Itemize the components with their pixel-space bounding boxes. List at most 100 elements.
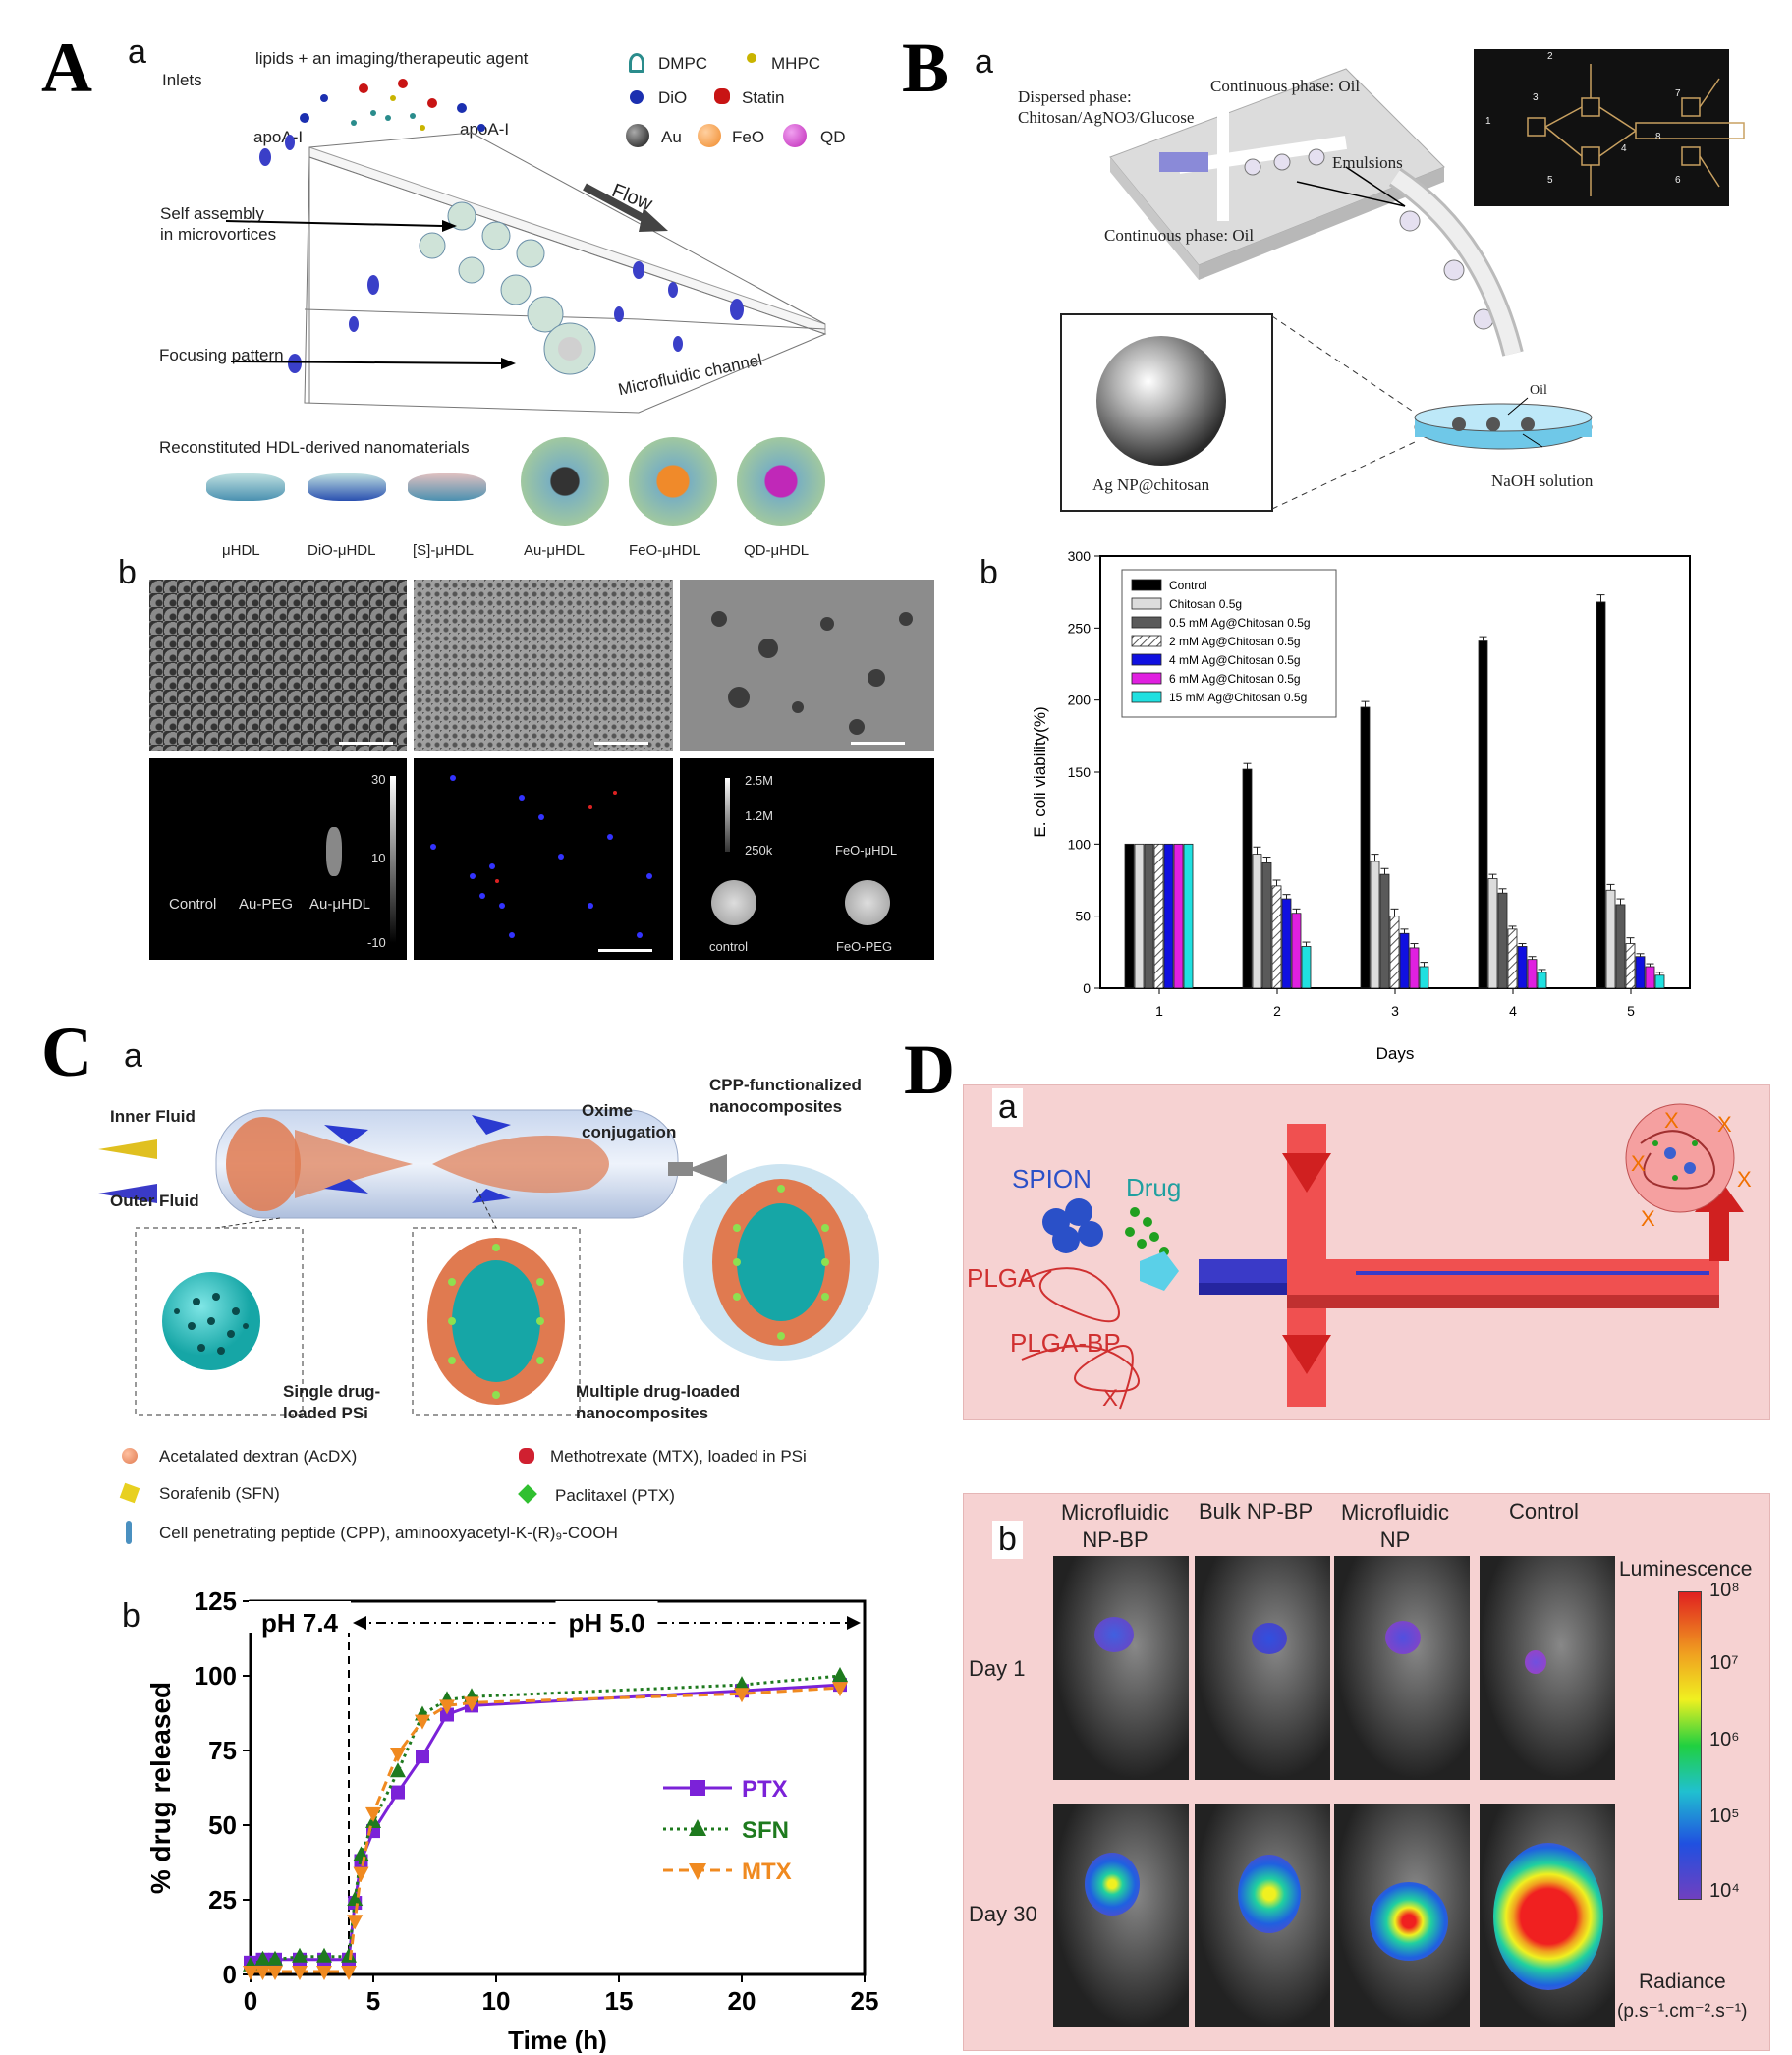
point-MTX-2 — [267, 1965, 283, 1980]
arrowhead-4 — [847, 1616, 861, 1630]
column-microfluidic-np: Microfluidic NP — [1341, 1500, 1450, 1552]
bar-2-3 — [1271, 885, 1282, 989]
bar-1-2 — [1144, 843, 1154, 989]
luminescence-colorbar — [1678, 1591, 1702, 1900]
x-tick-label-1: 1 — [1155, 1003, 1163, 1019]
x-tick-label-25: 25 — [851, 1986, 879, 2016]
legend-a-feo: FeO — [732, 128, 765, 146]
bar-1-5 — [1173, 843, 1184, 989]
dispersed-phase-label: Dispersed phase: Chitosan/AgNO3/Glucose — [1018, 87, 1195, 127]
mouse-day30-microfluidic-np-bp — [1053, 1804, 1189, 2027]
legend-label-SFN: SFN — [742, 1817, 789, 1844]
chip-number-2: 2 — [1547, 51, 1553, 62]
legend-label-1: Chitosan 0.5g — [1169, 597, 1242, 611]
point-MTX-14 — [832, 1682, 848, 1697]
sub-label-b-a: a — [975, 43, 993, 81]
mri-scale-25m: 2.5M — [745, 773, 773, 788]
legend-label-3: 2 mM Ag@Chitosan 0.5g — [1169, 635, 1301, 648]
bar-3-0 — [1360, 706, 1371, 989]
ct-label-au-uhdl: Au-μHDL — [309, 896, 370, 913]
chip-number-3: 3 — [1533, 92, 1539, 103]
focusing-label: Focusing pattern — [159, 346, 284, 364]
y-tick-label-25: 25 — [208, 1885, 237, 1915]
chip-number-6: 6 — [1675, 175, 1681, 186]
scale-tick-1e5: 10⁵ — [1709, 1805, 1740, 1827]
disc-dio-uhdl — [308, 473, 386, 501]
ph50-bg — [555, 1601, 658, 1633]
point-MTX-0 — [243, 1965, 258, 1980]
x-tick-label-5: 5 — [1627, 1003, 1635, 1019]
legend-swatch-4 — [1131, 653, 1162, 666]
droplet-chip-diagram — [1060, 49, 1745, 512]
y-tick-label-75: 75 — [208, 1736, 237, 1765]
ptx-icon — [518, 1484, 537, 1504]
bar-1-6 — [1183, 843, 1194, 989]
ct-label-control: Control — [169, 896, 217, 913]
mouse-day1-bulk-np-bp — [1195, 1556, 1330, 1780]
sub-label-c-a: a — [124, 1037, 142, 1075]
signal-spot — [1370, 1882, 1448, 1961]
legend-c-acdx: Acetalated dextran (AcDX) — [159, 1447, 358, 1466]
arrowhead-3 — [353, 1616, 366, 1630]
point-SFN-9 — [390, 1762, 406, 1778]
x-tick-label-4: 4 — [1509, 1003, 1517, 1019]
ct-colorbar — [390, 776, 396, 943]
bar-3-3 — [1389, 916, 1400, 989]
scale-tick-1e6: 10⁶ — [1709, 1729, 1740, 1750]
mhpc-icon — [747, 53, 756, 63]
naoh-label: NaOH solution — [1491, 472, 1594, 490]
disc-uhdl — [206, 473, 285, 501]
legend-c-cpp: Cell penetrating peptide (CPP), aminooxy… — [159, 1524, 618, 1542]
bar-4-0 — [1478, 640, 1488, 989]
legend-c-mtx: Methotrexate (MTX), loaded in PSi — [550, 1447, 807, 1466]
mouse-day30-microfluidic-np — [1334, 1804, 1470, 2027]
legend-label-5: 6 mM Ag@Chitosan 0.5g — [1169, 672, 1301, 686]
radiance-label: Radiance — [1639, 1971, 1726, 1993]
signal-spot — [1385, 1621, 1421, 1654]
x-tick-label-20: 20 — [728, 1986, 756, 2016]
sub-label-c-b: b — [122, 1597, 140, 1635]
x-marks: X X X X X — [1611, 1108, 1759, 1236]
fluorescence-image — [414, 758, 673, 960]
point-MTX-5 — [341, 1965, 357, 1980]
ph74-bg — [249, 1601, 351, 1633]
legend-label-2: 0.5 mM Ag@Chitosan 0.5g — [1169, 616, 1311, 630]
nanocomposite-diagram — [98, 1109, 879, 1416]
bar-2-2 — [1261, 861, 1272, 989]
continuous-bottom-label: Continuous phase: Oil — [1104, 226, 1255, 245]
drug-label: Drug — [1126, 1173, 1182, 1202]
sub-label-b-b: b — [980, 554, 998, 591]
y-axis-label: % drug released — [145, 1682, 176, 1894]
point-MTX-10 — [415, 1714, 430, 1730]
column-microfluidic-np-bp: Microfluidic NP-BP — [1061, 1500, 1170, 1552]
bar-4-2 — [1497, 892, 1508, 989]
qd-icon — [783, 124, 807, 147]
point-SFN-13 — [734, 1676, 750, 1692]
tem-image-3 — [680, 580, 934, 751]
x-tick-label-2: 2 — [1273, 1003, 1281, 1019]
panel-letter-a: A — [41, 28, 92, 107]
bar-1-3 — [1153, 843, 1164, 989]
scale-tick-1e4: 10⁴ — [1709, 1880, 1740, 1902]
x-mark-4: X — [1737, 1167, 1752, 1192]
ct-spot — [326, 827, 342, 876]
microfluidic-channel-diagram — [225, 132, 827, 414]
outer-fluid-label: Outer Fluid — [110, 1192, 199, 1210]
mouse-day1-control — [1480, 1556, 1615, 1780]
region-label-ph50: pH 5.0 — [568, 1608, 644, 1638]
bar-2-6 — [1301, 946, 1312, 989]
legend-swatch-3 — [1131, 635, 1162, 647]
mri-label-feo-peg: FeO-PEG — [836, 939, 893, 954]
dmpc-icon — [629, 53, 644, 73]
point-MTX-4 — [316, 1965, 332, 1980]
chip-number-4: 4 — [1621, 143, 1627, 154]
ag-np-label: Ag NP@chitosan — [1092, 475, 1210, 494]
point-SFN-6 — [347, 1891, 364, 1906]
scale-tick-1e7: 10⁷ — [1709, 1652, 1739, 1674]
sfn-icon — [119, 1482, 140, 1504]
bar-3-5 — [1409, 947, 1420, 989]
self-assembly-label: Self assembly in microvortices — [160, 204, 277, 244]
feo-icon — [698, 124, 721, 147]
signal-spot — [1525, 1650, 1546, 1674]
bar-5-6 — [1654, 974, 1665, 989]
